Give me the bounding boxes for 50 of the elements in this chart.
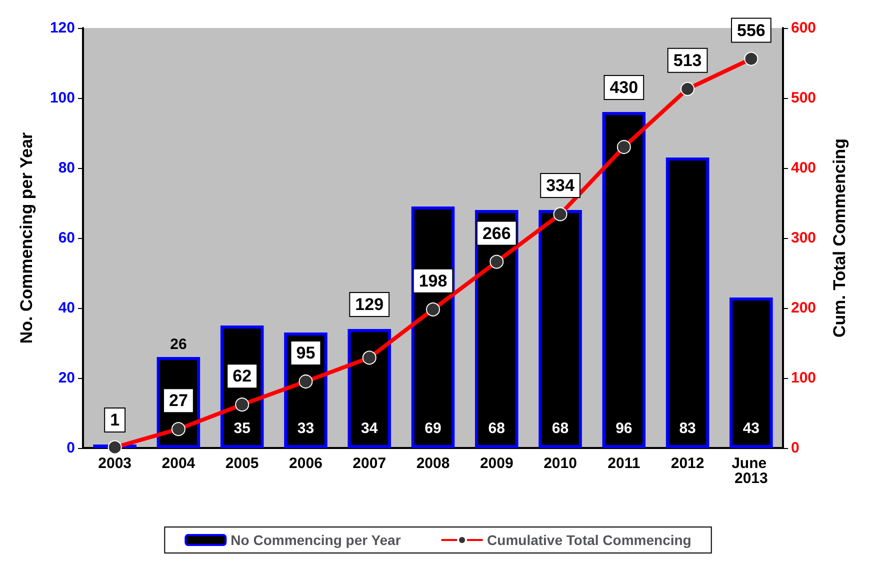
y-tick-label: 20: [58, 370, 75, 386]
data-label: 334: [546, 176, 575, 195]
x-tick-label: 2005: [225, 455, 259, 472]
y-tick-label: 120: [50, 20, 75, 36]
x-tick-label: 2004: [162, 455, 196, 472]
data-label: 62: [232, 366, 252, 386]
data-label: 35: [234, 420, 250, 437]
data-label: 95: [296, 344, 316, 362]
y2-tick-label: 500: [791, 90, 816, 106]
y-axis-title: No. Commencing per Year: [17, 132, 36, 344]
legend-label: No Commencing per Year: [230, 532, 402, 548]
data-label: 43: [742, 420, 760, 437]
y2-tick-label: 300: [791, 230, 816, 246]
x-tick-label: 2010: [544, 455, 577, 472]
x-tick-label: 2011: [608, 455, 640, 472]
x-tick-label: 2008: [416, 455, 450, 472]
data-label: 34: [361, 420, 378, 437]
data-label: 69: [424, 420, 442, 437]
data-label: 96: [616, 420, 632, 437]
data-label: 1: [110, 410, 120, 430]
y2-axis-title: Cum. Total Commencing: [830, 138, 849, 338]
data-label: 83: [679, 420, 696, 437]
data-label: 27: [168, 391, 188, 410]
data-label: 198: [418, 271, 448, 290]
data-label: 513: [673, 50, 702, 70]
data-label: 556: [736, 20, 766, 40]
y2-tick-label: 400: [791, 160, 816, 176]
x-tick-label: 2009: [480, 455, 514, 472]
data-label: 129: [355, 295, 384, 314]
y-tick-label: 100: [50, 90, 75, 106]
data-label: 68: [552, 420, 569, 437]
y2-tick-label: 200: [791, 300, 816, 316]
y-tick-label: 80: [58, 160, 75, 176]
y2-tick-label: 600: [791, 20, 816, 36]
x-tick-label: 2003: [98, 455, 132, 472]
data-label: 26: [170, 336, 187, 353]
y-tick-label: 60: [58, 230, 75, 246]
data-label: 33: [297, 420, 314, 437]
x-tick-label: June 2013: [732, 455, 771, 487]
x-tick-label: 2012: [670, 455, 704, 472]
y2-tick-label: 100: [791, 370, 816, 386]
data-label: 266: [482, 224, 511, 243]
y-tick-label: 40: [58, 300, 75, 316]
legend-label: Cumulative Total Commencing: [487, 532, 692, 548]
x-tick-label: 2006: [289, 455, 322, 472]
data-label: 430: [610, 78, 638, 97]
y2-tick-label: 0: [791, 440, 800, 456]
data-label: 68: [488, 420, 505, 437]
y-tick-label: 0: [66, 440, 75, 456]
x-tick-label: 2007: [352, 455, 386, 472]
